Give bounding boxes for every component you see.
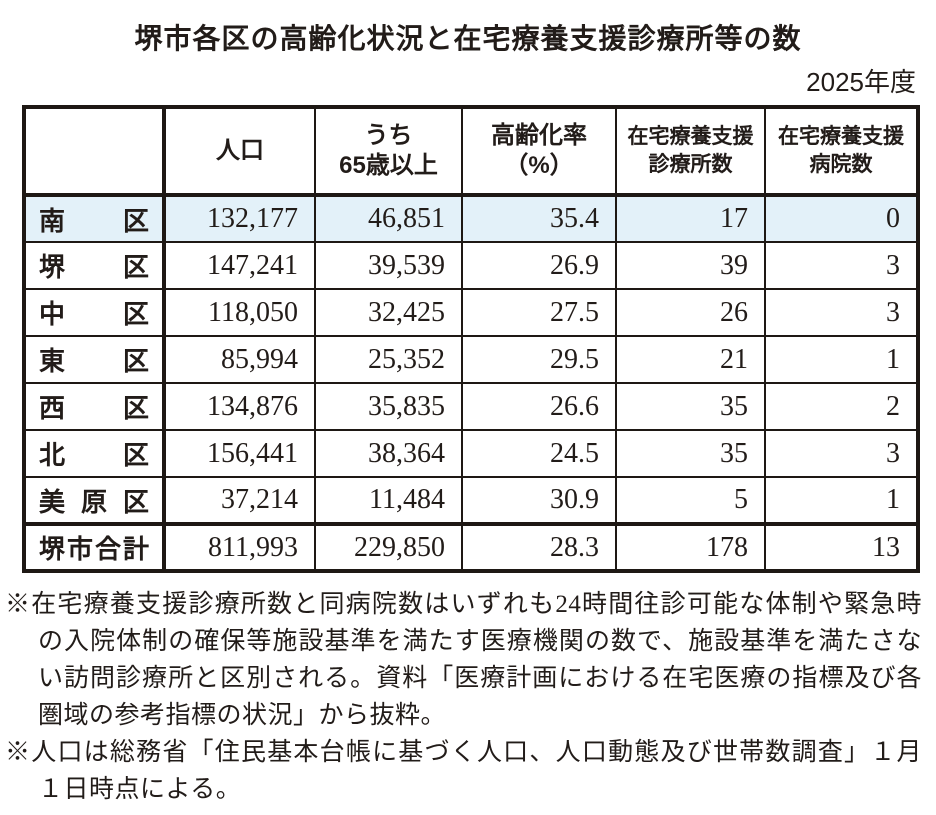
aging-rate-value: 24.5 xyxy=(461,429,617,478)
table-row-sakai: 堺区 147,241 39,539 26.9 39 3 xyxy=(23,241,919,290)
population-total: 811,993 xyxy=(163,522,316,572)
hospitals-value: 3 xyxy=(764,241,919,290)
total-label: 堺市合計 xyxy=(23,522,166,572)
over65-value: 38,364 xyxy=(314,429,463,478)
ward-name: 南区 xyxy=(23,194,166,243)
hospitals-value: 3 xyxy=(764,429,919,478)
population-value: 37,214 xyxy=(163,476,316,525)
aging-rate-total: 28.3 xyxy=(461,522,617,572)
hospitals-value: 0 xyxy=(764,194,919,243)
over65-value: 11,484 xyxy=(314,476,463,525)
over65-value: 32,425 xyxy=(314,288,463,337)
table-row-mihara: 美原区 37,214 11,484 30.9 5 1 xyxy=(23,476,919,525)
ward-name: 西区 xyxy=(23,382,166,431)
table-row-kita: 北区 156,441 38,364 24.5 35 3 xyxy=(23,429,919,478)
hospitals-value: 3 xyxy=(764,288,919,337)
footnotes: ※在宅療養支援診療所数と同病院数はいずれも24時間往診可能な体制や緊急時の入院体… xyxy=(5,586,922,808)
clinics-total: 178 xyxy=(615,522,766,572)
over65-value: 46,851 xyxy=(314,194,463,243)
clinics-value: 21 xyxy=(615,335,766,384)
header-hospitals: 在宅療養支援 病院数 xyxy=(764,106,919,197)
aging-rate-value: 26.6 xyxy=(461,382,617,431)
ward-name: 北区 xyxy=(23,429,166,478)
header-ward-empty xyxy=(23,106,166,197)
ward-name: 堺区 xyxy=(23,241,166,290)
aging-rate-value: 35.4 xyxy=(461,194,617,243)
clinics-value: 26 xyxy=(615,288,766,337)
footnote-clinic-definition: ※在宅療養支援診療所数と同病院数はいずれも24時間往診可能な体制や緊急時の入院体… xyxy=(5,591,922,729)
ward-name: 美原区 xyxy=(23,476,166,525)
table-row-minami: 南区 132,177 46,851 35.4 17 0 xyxy=(23,194,919,243)
aging-rate-value: 30.9 xyxy=(461,476,617,525)
clinics-value: 35 xyxy=(615,382,766,431)
population-value: 118,050 xyxy=(163,288,316,337)
header-aging-rate: 高齢化率 （%） xyxy=(461,106,617,197)
aging-status-table: 人口 うち 65歳以上 高齢化率 （%） 在宅療養支援 診療所数 在宅療養支援 … xyxy=(22,105,920,573)
clinics-value: 5 xyxy=(615,476,766,525)
clinics-value: 39 xyxy=(615,241,766,290)
aging-rate-value: 29.5 xyxy=(461,335,617,384)
hospitals-total: 13 xyxy=(764,522,919,572)
ward-name: 東区 xyxy=(23,335,166,384)
population-value: 132,177 xyxy=(163,194,316,243)
ward-name: 中区 xyxy=(23,288,166,337)
clinics-value: 35 xyxy=(615,429,766,478)
footnote-population-source: ※人口は総務省「住民基本台帳に基づく人口、人口動態及び世帯数調査」１月１日時点に… xyxy=(5,739,922,803)
table-row-total: 堺市合計 811,993 229,850 28.3 178 13 xyxy=(23,522,919,572)
population-value: 147,241 xyxy=(163,241,316,290)
over65-value: 39,539 xyxy=(314,241,463,290)
header-clinics: 在宅療養支援 診療所数 xyxy=(615,106,766,197)
population-value: 134,876 xyxy=(163,382,316,431)
header-over65: うち 65歳以上 xyxy=(314,106,463,197)
population-value: 156,441 xyxy=(163,429,316,478)
hospitals-value: 1 xyxy=(764,476,919,525)
table-row-nishi: 西区 134,876 35,835 26.6 35 2 xyxy=(23,382,919,431)
aging-rate-value: 27.5 xyxy=(461,288,617,337)
over65-value: 35,835 xyxy=(314,382,463,431)
fiscal-year-label: 2025年度 xyxy=(806,67,916,97)
hospitals-value: 2 xyxy=(764,382,919,431)
table-row-higashi: 東区 85,994 25,352 29.5 21 1 xyxy=(23,335,919,384)
table-header-row: 人口 うち 65歳以上 高齢化率 （%） 在宅療養支援 診療所数 在宅療養支援 … xyxy=(23,106,919,197)
clinics-value: 17 xyxy=(615,194,766,243)
hospitals-value: 1 xyxy=(764,335,919,384)
over65-total: 229,850 xyxy=(314,522,463,572)
page-title: 堺市各区の高齢化状況と在宅療養支援診療所等の数 xyxy=(134,23,802,54)
header-population: 人口 xyxy=(163,106,316,197)
table-row-naka: 中区 118,050 32,425 27.5 26 3 xyxy=(23,288,919,337)
over65-value: 25,352 xyxy=(314,335,463,384)
population-value: 85,994 xyxy=(163,335,316,384)
aging-rate-value: 26.9 xyxy=(461,241,617,290)
